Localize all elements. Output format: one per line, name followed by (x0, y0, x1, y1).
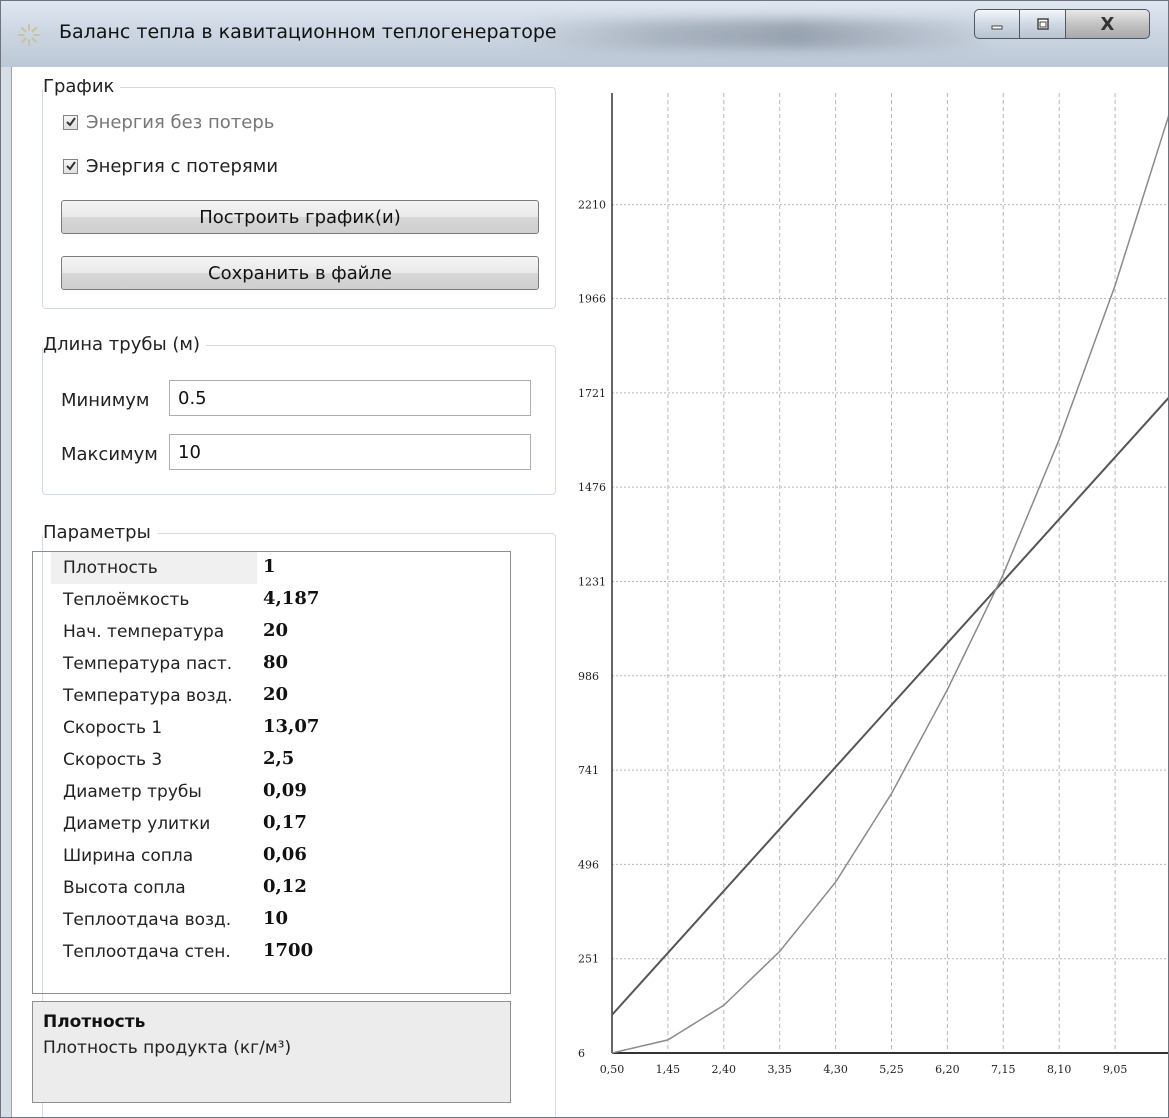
grid-row-name: Нач. температура (63, 622, 225, 642)
y-tick-label: 1231 (578, 575, 606, 588)
minimize-icon (991, 25, 1003, 30)
description-title: Плотность (43, 1012, 146, 1032)
y-tick-label: 1966 (578, 293, 606, 306)
grid-row-name: Температура возд. (63, 686, 233, 706)
graph-group: График Энергия без потерь Энергия с поте… (42, 76, 556, 309)
parameters-group-title: Параметры (43, 522, 157, 544)
y-tick-label: 496 (578, 858, 599, 871)
grid-row-value[interactable]: 20 (263, 684, 289, 705)
y-tick-label: 1721 (578, 387, 606, 400)
y-tick-label: 1476 (578, 481, 606, 494)
y-tick-label: 6 (578, 1047, 585, 1060)
grid-row-value[interactable]: 0,06 (263, 844, 307, 865)
close-icon: X (1100, 13, 1115, 35)
grid-row[interactable]: Высота сопла 0,12 (33, 872, 510, 904)
graph-group-title: График (43, 76, 121, 98)
grid-row-name: Теплоотдача стен. (63, 942, 231, 962)
grid-row-value[interactable]: 20 (263, 620, 289, 641)
x-tick-label: 6,20 (935, 1063, 960, 1076)
grid-row-value[interactable]: 13,07 (263, 716, 320, 737)
property-description-panel: Плотность Плотность продукта (кг/м³) (32, 1001, 511, 1103)
x-tick-label: 7,15 (991, 1063, 1016, 1076)
grid-row-value[interactable]: 1 (263, 556, 276, 577)
maximize-icon (1036, 18, 1049, 30)
grid-row[interactable]: Теплоотдача стен. 1700 (33, 936, 510, 968)
x-tick-label: 0,50 (600, 1063, 625, 1076)
title-bar[interactable]: Баланс тепла в кавитационном теплогенера… (1, 1, 1168, 67)
window-title: Баланс тепла в кавитационном теплогенера… (59, 21, 557, 43)
close-button[interactable]: X (1066, 9, 1150, 39)
x-tick-label: 5,25 (879, 1063, 904, 1076)
checkbox-box[interactable] (63, 115, 78, 130)
title-bar-background (521, 19, 981, 49)
grid-row[interactable]: Диаметр улитки 0,17 (33, 808, 510, 840)
grid-row[interactable]: Скорость 3 2,5 (33, 744, 510, 776)
grid-row[interactable]: Скорость 1 13,07 (33, 712, 510, 744)
property-grid[interactable]: Плотность 1 Теплоёмкость 4,187 Нач. темп… (32, 551, 511, 994)
pipe-length-group-title: Длина трубы (м) (43, 334, 207, 356)
description-text: Плотность продукта (кг/м³) (43, 1038, 292, 1058)
x-tick-label: 4,30 (823, 1063, 848, 1076)
grid-row[interactable]: Температура паст. 80 (33, 648, 510, 680)
checkbox-box[interactable] (63, 159, 78, 174)
grid-row-name: Высота сопла (63, 878, 186, 898)
grid-row-name: Диаметр улитки (63, 814, 211, 834)
client-area: График Энергия без потерь Энергия с поте… (11, 67, 1168, 1117)
grid-row-value[interactable]: 0,12 (263, 876, 307, 897)
y-tick-label: 2210 (578, 199, 606, 212)
grid-row[interactable]: Теплоотдача возд. 10 (33, 904, 510, 936)
grid-row-name: Температура паст. (63, 654, 233, 674)
x-tick-label: 9,05 (1103, 1063, 1128, 1076)
app-sun-icon (18, 24, 40, 46)
grid-row-name: Теплоотдача возд. (63, 910, 232, 930)
checkbox-energy-no-loss[interactable]: Энергия без потерь (63, 112, 274, 133)
grid-row[interactable]: Ширина сопла 0,06 (33, 840, 510, 872)
series-line-1 (611, 396, 1168, 1016)
minimize-button[interactable] (974, 9, 1020, 39)
grid-row-name: Скорость 1 (63, 718, 163, 738)
grid-row[interactable]: Нач. температура 20 (33, 616, 510, 648)
grid-row-value[interactable]: 10 (263, 908, 289, 929)
grid-row-name: Плотность (51, 552, 257, 584)
build-graph-button[interactable]: Построить график(и) (61, 200, 539, 234)
maximize-button[interactable] (1020, 9, 1066, 39)
series-line-2 (611, 115, 1168, 1054)
pipe-length-group: Длина трубы (м) Минимум 0.5 Максимум 10 (42, 334, 556, 495)
max-length-input[interactable]: 10 (169, 434, 531, 470)
y-tick-label: 986 (578, 670, 599, 683)
checkbox-label: Энергия без потерь (86, 112, 275, 133)
grid-row-name: Скорость 3 (63, 750, 163, 770)
grid-row[interactable]: Теплоёмкость 4,187 (33, 584, 510, 616)
grid-row-name: Диаметр трубы (63, 782, 202, 802)
grid-row[interactable]: Диаметр трубы 0,09 (33, 776, 510, 808)
x-tick-label: 1,45 (656, 1063, 681, 1076)
grid-row-density[interactable]: Плотность 1 (33, 552, 510, 584)
grid-row-value[interactable]: 0,09 (263, 780, 307, 801)
checkbox-label: Энергия с потерями (86, 156, 279, 177)
checkmark-icon (66, 117, 76, 127)
grid-row-name: Ширина сопла (63, 846, 194, 866)
grid-row-value[interactable]: 4,187 (263, 588, 320, 609)
min-label: Минимум (61, 390, 150, 411)
save-file-button[interactable]: Сохранить в файле (61, 256, 539, 290)
checkbox-energy-with-loss[interactable]: Энергия с потерями (63, 156, 278, 177)
grid-row-value[interactable]: 80 (263, 652, 289, 673)
grid-row-value[interactable]: 0,17 (263, 812, 307, 833)
parameters-group: Параметры (42, 522, 556, 1117)
min-length-input[interactable]: 0.5 (169, 380, 531, 416)
x-tick-label: 8,10 (1047, 1063, 1072, 1076)
x-tick-label: 3,35 (767, 1063, 792, 1076)
grid-row-value[interactable]: 1700 (263, 940, 314, 961)
y-tick-label: 741 (578, 764, 599, 777)
checkmark-icon (66, 161, 76, 171)
grid-row-value[interactable]: 2,5 (263, 748, 295, 769)
window-controls: X (974, 9, 1150, 41)
y-tick-label: 251 (578, 953, 599, 966)
energy-chart: 6 251 496 741 986 1231 1476 1721 1966 2210 0,50 1,4… (578, 93, 1168, 1076)
max-label: Максимум (61, 444, 158, 465)
x-tick-label: 2,40 (712, 1063, 737, 1076)
grid-row-name: Теплоёмкость (63, 590, 190, 610)
grid-row[interactable]: Температура возд. 20 (33, 680, 510, 712)
